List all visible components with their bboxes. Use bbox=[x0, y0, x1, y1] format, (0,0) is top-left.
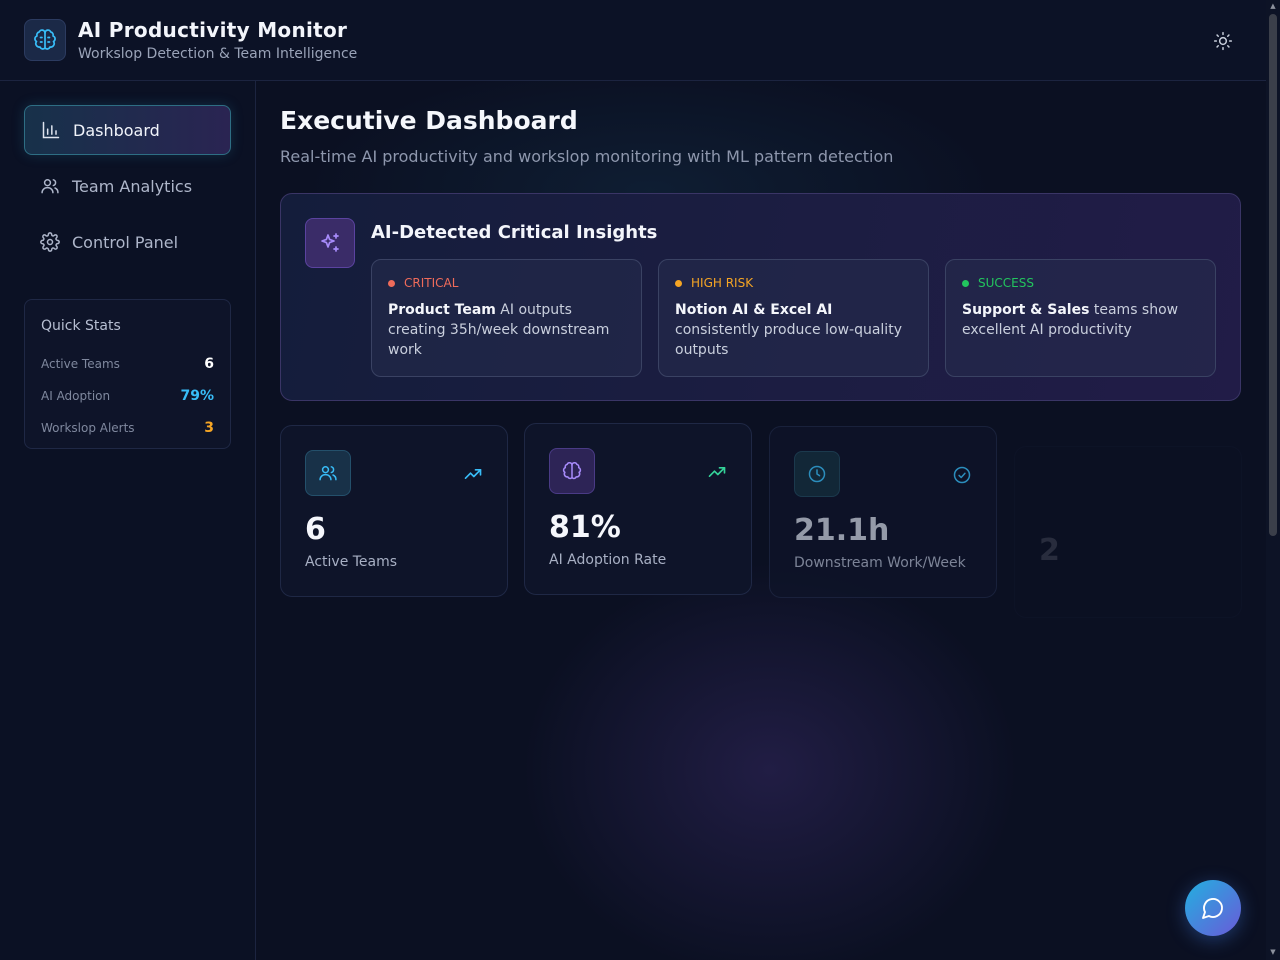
stat-label: Downstream Work/Week bbox=[794, 555, 966, 571]
page-title: Executive Dashboard bbox=[280, 106, 578, 135]
theme-toggle-button[interactable] bbox=[1206, 24, 1240, 58]
status-dot bbox=[388, 279, 395, 287]
quick-stats-title: Quick Stats bbox=[41, 318, 121, 334]
scroll-down-arrow-icon[interactable]: ▼ bbox=[1270, 948, 1276, 956]
insight-subject: Notion AI & Excel AI bbox=[675, 302, 833, 318]
insight-text: Notion AI & Excel AI consistently produc… bbox=[675, 300, 912, 360]
stat-label: Active Teams bbox=[305, 554, 398, 570]
bar-chart-icon bbox=[41, 120, 61, 140]
insight-detail: consistently produce low-quality outputs bbox=[675, 322, 902, 358]
sidebar-item-label: Dashboard bbox=[73, 120, 160, 140]
page-subtitle: Real-time AI productivity and workslop m… bbox=[280, 147, 894, 166]
sidebar-item-control-panel[interactable]: Control Panel bbox=[24, 217, 231, 267]
sidebar-item-dashboard[interactable]: Dashboard bbox=[24, 105, 231, 155]
stat-card-downstream-work: 21.1h Downstream Work/Week bbox=[769, 426, 997, 598]
insight-tag: SUCCESS bbox=[962, 276, 1199, 290]
quick-stat-label: Active Teams bbox=[41, 357, 120, 371]
quick-stat-label: Workslop Alerts bbox=[41, 421, 135, 435]
status-dot bbox=[675, 279, 682, 287]
insight-card-high-risk: HIGH RISK Notion AI & Excel AI consisten… bbox=[658, 259, 929, 377]
insight-card-critical: CRITICAL Product Team AI outputs creatin… bbox=[371, 259, 642, 377]
quick-stat-label: AI Adoption bbox=[41, 389, 111, 403]
quick-stat-value: 79% bbox=[180, 388, 214, 404]
status-dot bbox=[962, 279, 969, 287]
clock-icon bbox=[794, 451, 840, 497]
insight-subject: Support & Sales bbox=[962, 302, 1090, 318]
insight-tag-label: HIGH RISK bbox=[691, 276, 754, 290]
stat-value: 21.1h bbox=[794, 513, 890, 548]
page-scrollbar[interactable]: ▲ ▼ bbox=[1266, 0, 1280, 960]
insight-tag: HIGH RISK bbox=[675, 276, 912, 290]
insight-tag-label: CRITICAL bbox=[404, 276, 459, 290]
sun-icon bbox=[1213, 31, 1233, 51]
sidebar-item-team-analytics[interactable]: Team Analytics bbox=[24, 161, 231, 211]
sidebar-item-label: Control Panel bbox=[72, 232, 179, 252]
sparkles-icon bbox=[305, 218, 355, 268]
trending-up-icon bbox=[463, 464, 483, 488]
stat-value: 6 bbox=[305, 512, 326, 547]
scroll-up-arrow-icon[interactable]: ▲ bbox=[1270, 2, 1276, 10]
stat-value: 81% bbox=[549, 510, 621, 545]
stat-label: AI Adoption Rate bbox=[549, 552, 667, 568]
quick-stats-panel: Quick Stats Active Teams 6 AI Adoption 7… bbox=[24, 299, 231, 449]
sidebar: Dashboard Team Analytics Control Panel Q… bbox=[0, 81, 256, 960]
insights-title: AI-Detected Critical Insights bbox=[371, 222, 658, 243]
insight-detail: teams show excellent AI productivity bbox=[962, 302, 1179, 338]
chat-button[interactable] bbox=[1185, 880, 1241, 936]
brain-icon bbox=[549, 448, 595, 494]
quick-stat-row: AI Adoption 79% bbox=[41, 380, 214, 412]
app-title: AI Productivity Monitor bbox=[78, 18, 348, 42]
trending-up-icon bbox=[707, 462, 727, 486]
critical-insights-panel: AI-Detected Critical Insights CRITICAL P… bbox=[280, 193, 1241, 401]
gear-icon bbox=[40, 232, 60, 252]
check-circle-icon bbox=[952, 465, 972, 489]
quick-stat-row: Active Teams 6 bbox=[41, 348, 214, 380]
app-header: AI Productivity Monitor Workslop Detecti… bbox=[0, 0, 1266, 81]
users-icon bbox=[40, 176, 60, 196]
insight-detail: AI outputs creating 35h/week downstream … bbox=[388, 302, 610, 358]
insight-card-success: SUCCESS Support & Sales teams show excel… bbox=[945, 259, 1216, 377]
insight-tag: CRITICAL bbox=[388, 276, 625, 290]
insight-tag-label: SUCCESS bbox=[978, 276, 1034, 290]
quick-stat-value: 3 bbox=[204, 420, 214, 436]
users-icon bbox=[305, 450, 351, 496]
stat-value: 2 bbox=[1039, 533, 1060, 568]
insight-text: Product Team AI outputs creating 35h/wee… bbox=[388, 300, 625, 360]
quick-stat-row: Workslop Alerts 3 bbox=[41, 412, 214, 444]
stat-card-ai-adoption: 81% AI Adoption Rate bbox=[524, 423, 752, 595]
brain-logo-icon bbox=[24, 19, 66, 61]
quick-stat-value: 6 bbox=[204, 356, 214, 372]
scroll-thumb[interactable] bbox=[1269, 14, 1277, 536]
insight-subject: Product Team bbox=[388, 302, 496, 318]
stat-card-active-teams: 6 Active Teams bbox=[280, 425, 508, 597]
app-subtitle: Workslop Detection & Team Intelligence bbox=[78, 46, 358, 62]
chat-bubble-icon bbox=[1202, 898, 1223, 919]
sidebar-item-label: Team Analytics bbox=[72, 176, 193, 196]
stat-card-faded: 2 bbox=[1014, 446, 1242, 618]
insight-text: Support & Sales teams show excellent AI … bbox=[962, 300, 1199, 340]
